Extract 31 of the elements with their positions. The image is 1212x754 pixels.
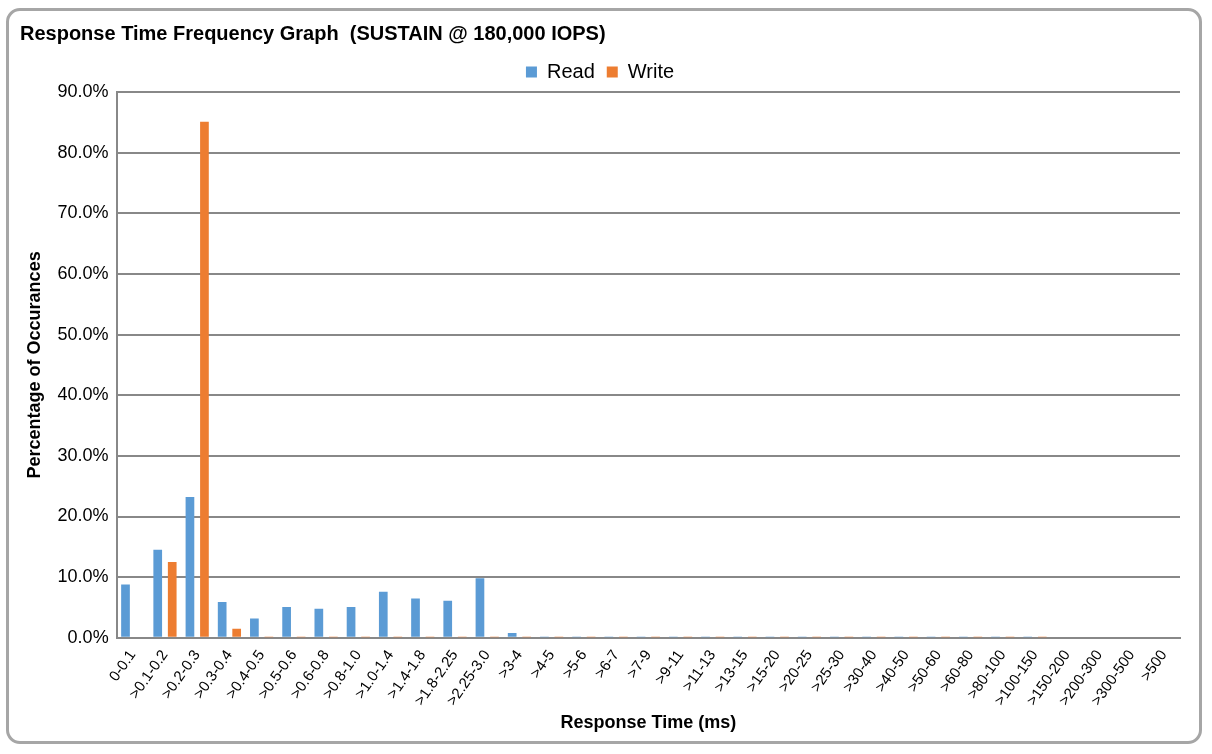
- bar: [153, 549, 163, 637]
- y-axis-title: Percentage of Occurances: [23, 251, 44, 479]
- bar: [217, 602, 227, 637]
- y-tick-label: 50.0%: [57, 323, 109, 344]
- y-tick-label: 10.0%: [57, 566, 109, 587]
- bar: [250, 618, 259, 637]
- legend-label: Read: [546, 59, 595, 82]
- y-tick-label: 70.0%: [57, 202, 109, 223]
- x-axis-title: Response Time (ms): [560, 712, 737, 733]
- bar: [282, 606, 291, 637]
- bar: [121, 584, 130, 637]
- bar: [232, 628, 242, 637]
- y-tick-label: 40.0%: [57, 384, 109, 405]
- bar: [507, 632, 517, 637]
- bar: [411, 598, 420, 637]
- bar: [314, 608, 324, 637]
- y-tick-label: 80.0%: [57, 141, 109, 162]
- bar: [185, 497, 195, 637]
- legend-label: Write: [627, 59, 675, 82]
- chart-title: Response Time Frequency Graph (SUSTAIN @ 180,000 IOPS): [20, 21, 606, 44]
- y-tick-label: 0.0%: [67, 626, 109, 647]
- y-tick-label: 90.0%: [57, 80, 109, 101]
- bar: [346, 606, 356, 637]
- bar: [200, 121, 209, 637]
- bar: [443, 600, 453, 637]
- y-tick-label: 60.0%: [57, 262, 109, 283]
- y-tick-label: 20.0%: [57, 505, 109, 526]
- y-tick-label: 30.0%: [57, 444, 109, 465]
- bar: [475, 578, 485, 637]
- bar: [378, 591, 388, 637]
- bar: [167, 562, 177, 637]
